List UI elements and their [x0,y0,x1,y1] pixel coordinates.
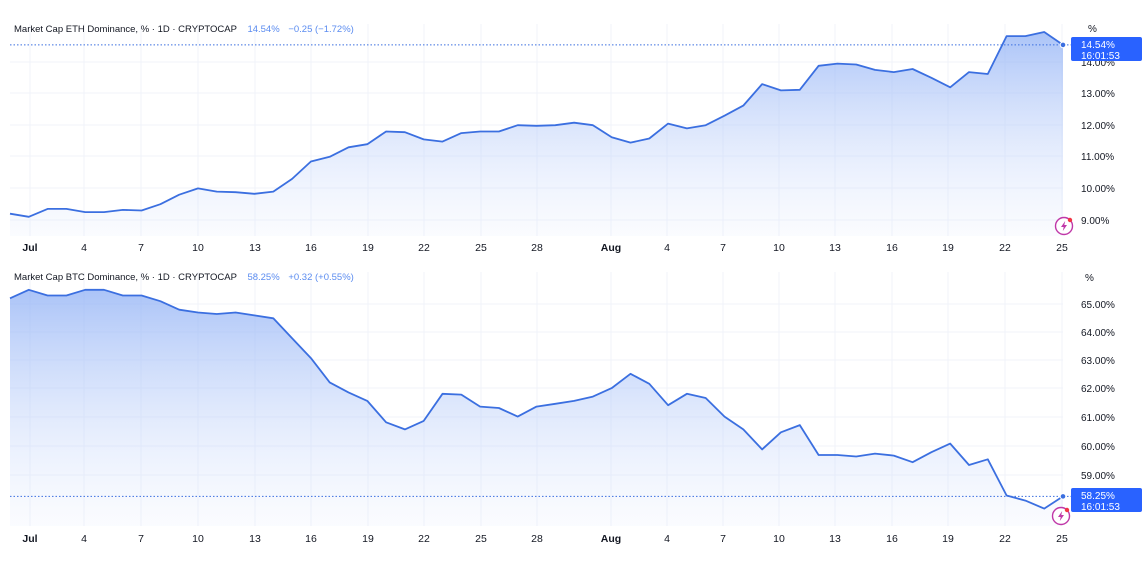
x-tick-label: 13 [829,533,841,545]
x-tick-label: 16 [305,533,317,545]
x-tick-label: 13 [829,242,841,254]
x-tick-label: Jul [22,242,37,254]
btc-header: Market Cap BTC Dominance, % · 1D · CRYPT… [14,272,354,283]
btc-lightning-icon[interactable] [1051,506,1071,526]
eth-last-value: 14.54% [247,24,280,35]
eth-lightning-icon[interactable] [1054,216,1074,236]
x-tick-label: 4 [664,242,670,254]
eth-price-label-time: 16:01:53 [1081,51,1120,62]
x-tick-label: 22 [999,242,1011,254]
y-tick-label: 10.00% [1081,184,1115,195]
eth-symbol-name[interactable]: Market Cap ETH Dominance, % · 1D · CRYPT… [14,24,237,35]
y-tick-label: 59.00% [1081,471,1115,482]
x-tick-label: 4 [664,533,670,545]
btc-change: +0.32 (+0.55%) [288,272,354,283]
x-tick-label: 25 [475,242,487,254]
btc-axis-unit: % [1085,273,1094,284]
last-point-marker [1059,493,1067,500]
x-tick-label: 16 [305,242,317,254]
x-tick-label: 10 [192,533,204,545]
x-tick-label: 16 [886,533,898,545]
x-tick-label: 7 [138,533,144,545]
x-tick-label: 13 [249,533,261,545]
x-tick-label: Aug [601,242,621,254]
btc-price-label-time: 16:01:53 [1081,502,1120,513]
y-tick-label: 13.00% [1081,89,1115,100]
eth-x-axis: Jul 4 7 10 13 16 19 22 25 28 Aug 4 7 10 13 16 19 22 25 [22,242,1068,254]
btc-dominance-panel: 59.00% 60.00% 61.00% 62.00% 63.00% 64.00% 65.0… [9,272,1142,545]
y-tick-label: 60.00% [1081,442,1115,453]
eth-line [9,31,1064,218]
x-tick-label: 25 [475,533,487,545]
x-tick-label: 19 [362,242,374,254]
x-tick-label: 25 [1056,242,1068,254]
btc-price-label-value: 58.25% [1081,491,1115,502]
eth-price-label-bg [1071,37,1142,61]
eth-price-label: 14.54% 16:01:53 [1071,37,1142,62]
x-tick-label: 22 [418,533,430,545]
x-tick-label: Aug [601,533,621,545]
last-point-marker [1059,41,1067,49]
x-tick-label: 28 [531,533,543,545]
x-tick-label: 7 [138,242,144,254]
x-tick-label: Jul [22,533,37,545]
x-tick-label: 13 [249,242,261,254]
x-tick-label: 22 [418,242,430,254]
x-tick-label: 16 [886,242,898,254]
x-tick-label: 10 [773,533,785,545]
x-tick-label: 28 [531,242,543,254]
y-tick-label: 14.00% [1081,58,1115,69]
eth-area [10,32,1063,236]
y-tick-label: 65.00% [1081,300,1115,311]
x-tick-label: 25 [1056,533,1068,545]
y-tick-label: 12.00% [1081,121,1115,132]
x-tick-label: 4 [81,533,87,545]
eth-axis-unit: % [1088,24,1097,35]
y-tick-label: 64.00% [1081,328,1115,339]
btc-price-label-bg [1071,488,1142,512]
btc-line [9,288,1064,510]
x-tick-label: 19 [942,242,954,254]
eth-y-axis: 9.00% 10.00% 11.00% 12.00% 13.00% 14.00% [1081,58,1115,227]
x-tick-label: 22 [999,533,1011,545]
btc-area [10,289,1063,526]
y-tick-label: 9.00% [1081,216,1109,227]
eth-dominance-panel: 9.00% 10.00% 11.00% 12.00% 13.00% 14.00% Jul 4… [9,24,1142,254]
x-tick-label: 19 [362,533,374,545]
y-tick-label: 61.00% [1081,413,1115,424]
y-tick-label: 62.00% [1081,384,1115,395]
x-tick-label: 10 [773,242,785,254]
y-tick-label: 11.00% [1081,152,1114,163]
x-tick-label: 7 [720,533,726,545]
eth-header: Market Cap ETH Dominance, % · 1D · CRYPT… [14,24,354,35]
btc-price-label: 58.25% 16:01:53 [1071,488,1142,513]
x-tick-label: 10 [192,242,204,254]
btc-symbol-name[interactable]: Market Cap BTC Dominance, % · 1D · CRYPT… [14,272,237,283]
x-tick-label: 19 [942,533,954,545]
btc-last-value: 58.25% [247,272,280,283]
eth-price-label-value: 14.54% [1081,40,1115,51]
btc-y-axis: 59.00% 60.00% 61.00% 62.00% 63.00% 64.00% 65.0… [1081,300,1115,482]
x-tick-label: 7 [720,242,726,254]
x-tick-label: 4 [81,242,87,254]
y-tick-label: 63.00% [1081,356,1115,367]
eth-change: −0.25 (−1.72%) [288,24,354,35]
btc-x-axis: Jul 4 7 10 13 16 19 22 25 28 Aug 4 7 10 13 16 19 22 25 [22,533,1068,545]
